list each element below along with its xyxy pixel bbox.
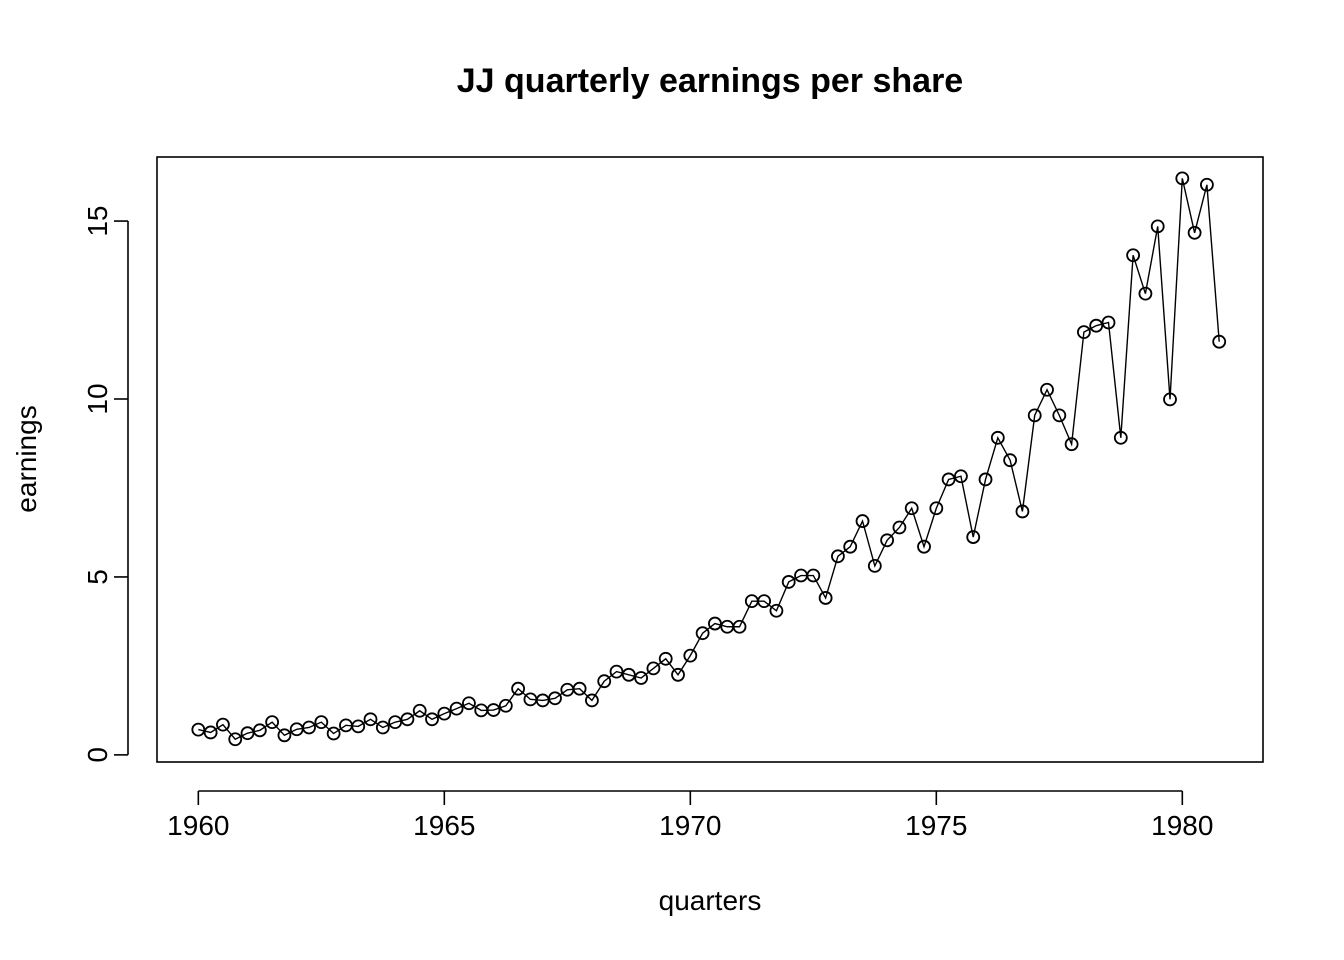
data-point xyxy=(1052,408,1067,423)
data-point xyxy=(769,603,784,618)
data-point xyxy=(917,539,931,554)
y-tick-label: 10 xyxy=(82,383,113,414)
data-point xyxy=(1212,334,1227,349)
data-point xyxy=(1027,408,1042,423)
y-axis-label: earnings xyxy=(11,405,42,512)
x-tick-label: 1980 xyxy=(1151,810,1213,841)
data-point xyxy=(621,667,636,682)
data-point xyxy=(1015,504,1030,519)
data-point xyxy=(671,667,685,682)
data-point xyxy=(1089,318,1104,333)
data-point xyxy=(1040,382,1054,397)
series-line xyxy=(198,178,1220,741)
data-point xyxy=(843,539,858,554)
data-point xyxy=(831,549,845,564)
data-point xyxy=(880,533,895,548)
x-tick-label: 1975 xyxy=(905,810,967,841)
data-point xyxy=(1163,392,1177,407)
data-point xyxy=(966,530,981,544)
data-point xyxy=(867,559,882,573)
data-point xyxy=(904,501,919,516)
data-point xyxy=(954,469,968,484)
data-point xyxy=(400,712,415,727)
data-point xyxy=(941,472,956,487)
data-point xyxy=(265,715,280,730)
data-point xyxy=(572,681,587,696)
x-tick-label: 1960 xyxy=(167,810,229,841)
data-point xyxy=(351,719,366,734)
data-point xyxy=(695,626,710,641)
data-point xyxy=(449,701,464,716)
data-point xyxy=(855,514,870,528)
data-point xyxy=(585,693,599,708)
data-point xyxy=(462,696,476,711)
data-point xyxy=(228,732,243,747)
data-point xyxy=(511,681,526,696)
data-point xyxy=(326,726,341,741)
data-point xyxy=(498,698,513,713)
y-axis: 0 5 10 15 xyxy=(82,205,129,763)
data-point xyxy=(1126,248,1141,263)
data-point xyxy=(1200,177,1214,192)
data-point xyxy=(548,691,562,706)
data-point xyxy=(388,715,403,730)
data-point xyxy=(216,717,230,732)
y-tick-label: 0 xyxy=(82,747,113,763)
data-point xyxy=(892,520,907,535)
data-point xyxy=(314,715,329,730)
data-point xyxy=(818,591,833,605)
chart-title: JJ quarterly earnings per share xyxy=(457,62,963,100)
data-point xyxy=(240,726,255,741)
data-point xyxy=(425,712,439,727)
y-tick-label: 15 xyxy=(82,205,113,236)
data-point xyxy=(658,651,673,666)
data-point xyxy=(412,703,427,718)
data-point xyxy=(732,619,747,634)
data-point xyxy=(191,722,206,737)
data-point xyxy=(1064,437,1079,452)
data-point xyxy=(1003,453,1018,468)
data-point xyxy=(1077,325,1091,339)
data-point xyxy=(252,723,267,738)
data-point xyxy=(757,594,772,609)
data-point xyxy=(1150,219,1165,234)
x-axis: 1960 1965 1970 1975 1980 xyxy=(167,790,1213,841)
data-point xyxy=(486,703,501,717)
x-tick-label: 1965 xyxy=(413,810,475,841)
data-point xyxy=(1113,430,1128,445)
data-point xyxy=(781,575,796,589)
plot-frame xyxy=(156,156,1264,763)
data-point xyxy=(1138,286,1153,301)
data-point xyxy=(646,661,661,676)
data-point xyxy=(203,725,218,740)
y-tick-label: 5 xyxy=(82,569,113,585)
data-point xyxy=(634,671,649,685)
data-point xyxy=(363,712,378,727)
data-point xyxy=(437,706,452,721)
data-point xyxy=(597,674,612,689)
data-points xyxy=(191,171,1227,747)
data-point xyxy=(1101,315,1116,330)
data-point xyxy=(708,616,722,631)
data-point xyxy=(277,728,292,743)
data-point xyxy=(929,501,944,516)
data-point xyxy=(683,648,698,663)
data-point xyxy=(978,472,993,487)
data-point xyxy=(302,720,316,735)
x-tick-label: 1970 xyxy=(659,810,721,841)
data-point xyxy=(806,568,821,583)
data-point xyxy=(1187,225,1202,240)
data-point xyxy=(375,720,390,735)
x-axis-label: quarters xyxy=(659,885,762,916)
data-point xyxy=(609,664,624,679)
data-point xyxy=(990,430,1005,445)
data-point xyxy=(1175,171,1190,186)
